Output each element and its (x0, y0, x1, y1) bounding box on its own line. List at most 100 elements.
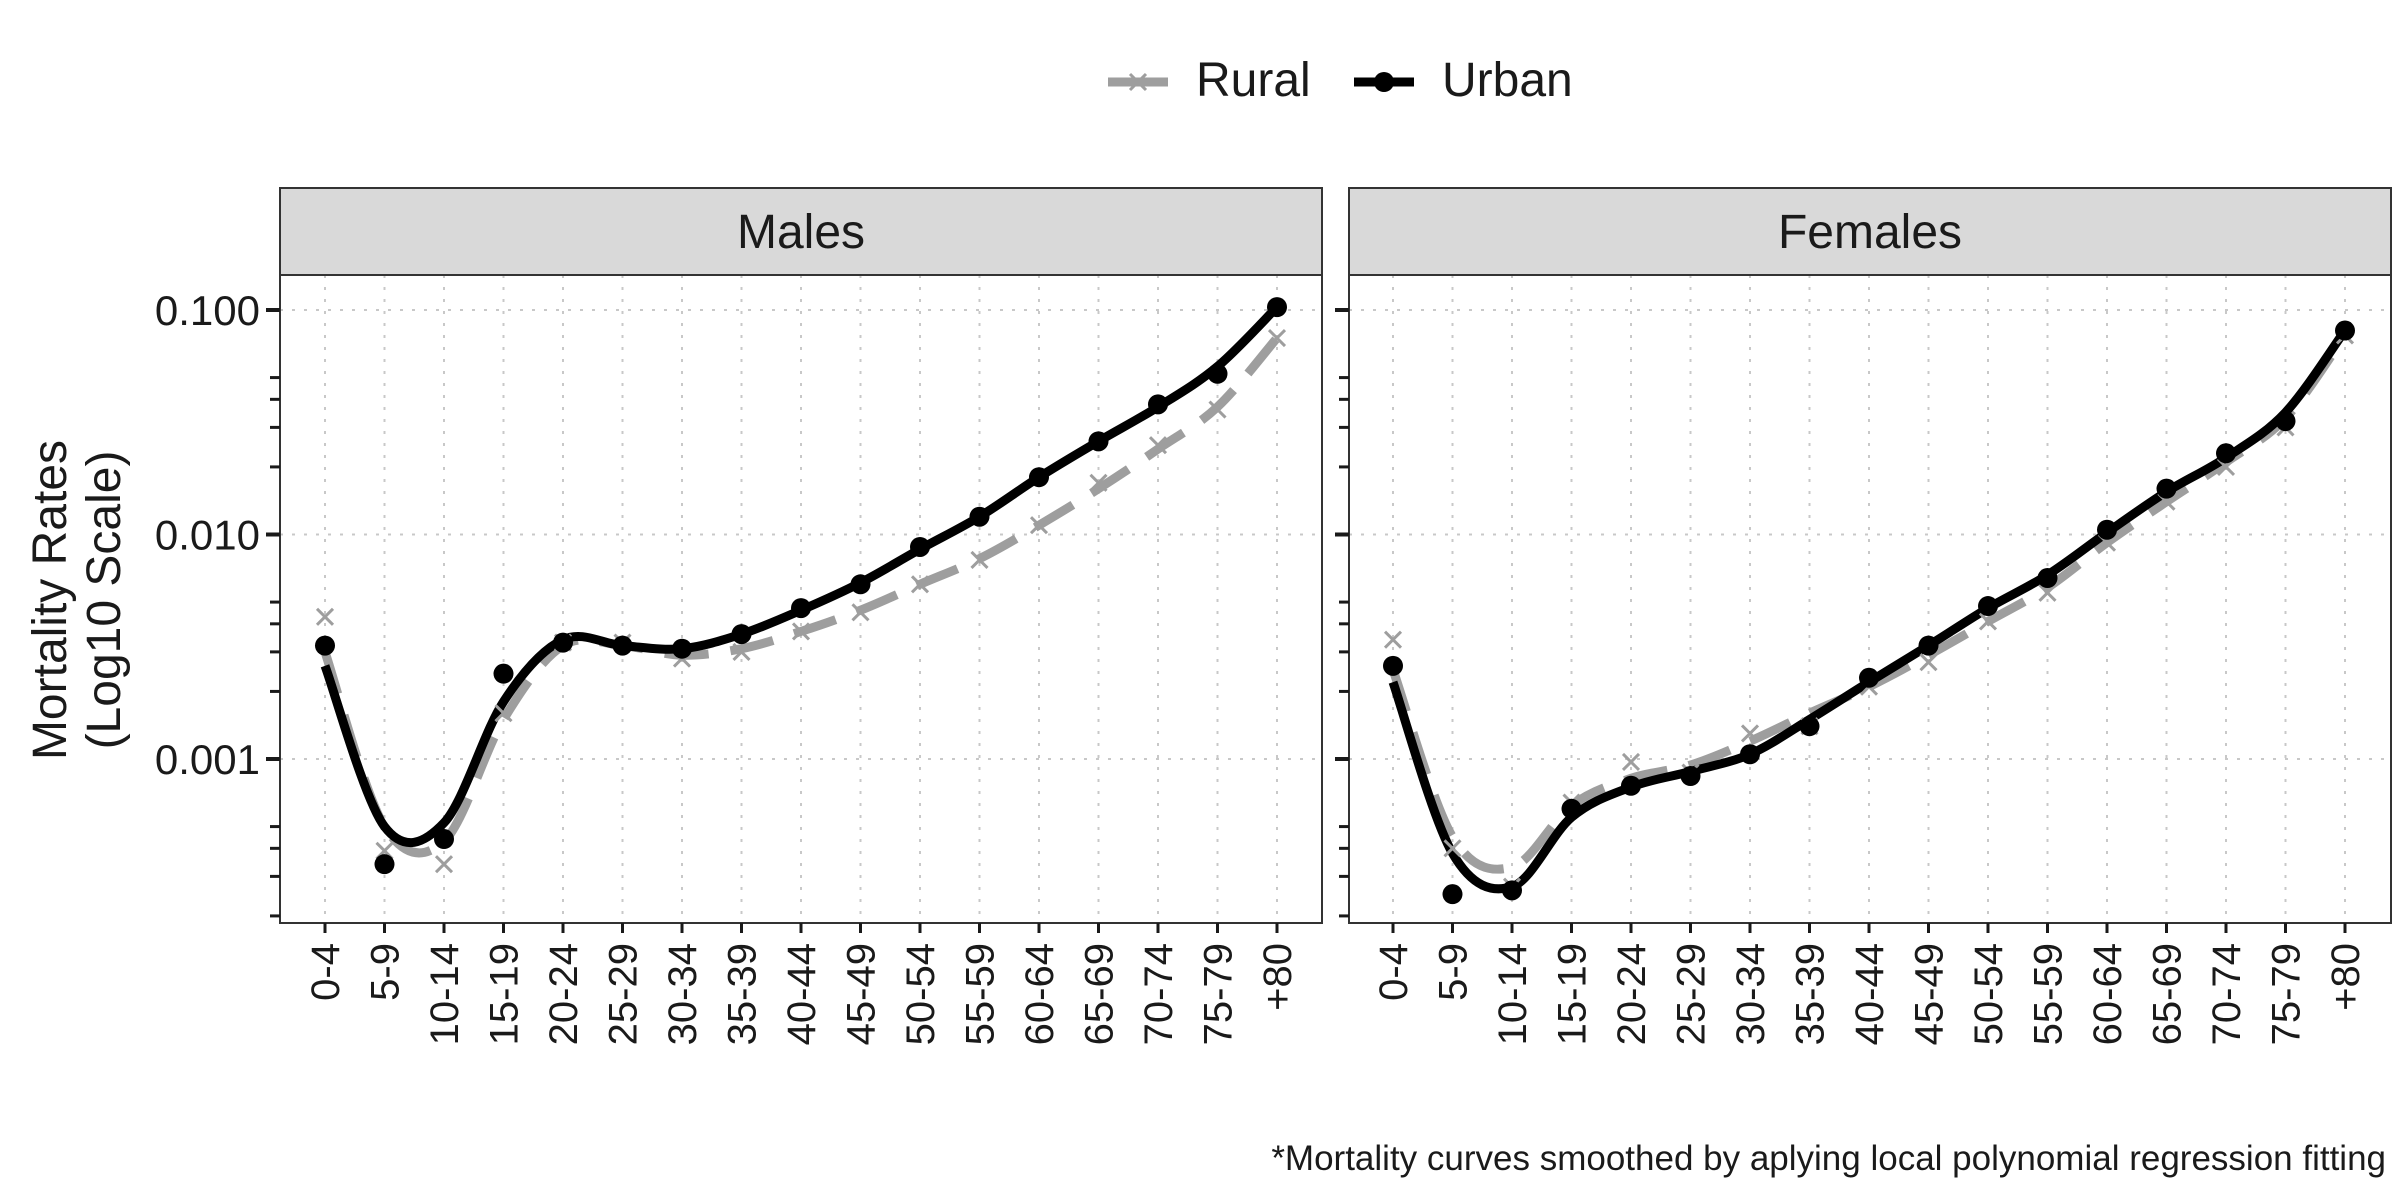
males-rural-point (434, 855, 454, 874)
legend-item-rural: Rural (1108, 54, 1311, 107)
legend-item-urban: Urban (1354, 54, 1573, 107)
females-x-tick-label: +80 (2324, 943, 2368, 1011)
females-rural-point (2038, 583, 2057, 602)
females-rural-line (1388, 332, 2349, 874)
caption: *Mortality curves smoothed by aplying lo… (1271, 1139, 2386, 1178)
females-urban-point (1561, 798, 1582, 819)
males-rural-point (494, 704, 513, 723)
males-rural-point (791, 622, 811, 641)
males-urban-point (1148, 394, 1168, 415)
females-urban-point (2275, 411, 2296, 432)
females-x-tick-label: 70-74 (2205, 943, 2249, 1045)
females-urban-point (1383, 655, 1403, 676)
females-x-tick-label: 60-64 (2086, 943, 2130, 1045)
females-urban-point (2037, 568, 2058, 589)
females-rural-point (1621, 752, 1641, 772)
females-x-tick-label: 35-39 (1789, 943, 1833, 1045)
panel-males: Males 0.001 0.010 0.100 0-4 5-9 10-14 15-19 20-2… (155, 187, 1323, 1045)
females-urban-point (1978, 596, 1998, 617)
females-urban-point (1621, 775, 1641, 796)
males-rural-point (1029, 516, 1049, 535)
males-rural-point (1208, 400, 1227, 419)
females-x-tick-label: 45-49 (1908, 943, 1952, 1045)
females-x-axis: 0-4 5-9 10-14 15-19 20-24 25-29 30-34 35-39 40-4… (1372, 923, 2368, 1045)
legend-urban-label: Urban (1442, 54, 1573, 107)
females-urban-point (1442, 884, 1463, 905)
legend-urban-dot-icon (1374, 72, 1394, 92)
females-urban-point (1799, 716, 1820, 737)
females-x-tick-label: 30-34 (1729, 943, 1773, 1045)
males-urban-point (1267, 297, 1287, 318)
y-tick-label: 0.001 (155, 736, 260, 783)
males-urban-point (731, 624, 752, 645)
males-x-tick-label: 25-29 (602, 943, 646, 1045)
males-urban-point (850, 574, 871, 595)
males-x-tick-label: 35-39 (721, 943, 765, 1045)
males-rural-point (851, 603, 870, 622)
males-rural-point (1267, 328, 1287, 348)
females-x-tick-label: 75-79 (2265, 943, 2309, 1045)
females-x-tick-label: 0-4 (1372, 943, 1416, 1001)
y-tick-label: 0.010 (155, 512, 260, 559)
females-y-axis (1335, 308, 1349, 918)
males-x-tick-label: 65-69 (1078, 943, 1122, 1045)
legend-rural-label: Rural (1196, 54, 1311, 107)
females-urban-point (1502, 880, 1522, 901)
males-x-tick-label: 5-9 (364, 943, 408, 1001)
males-x-axis: 0-4 5-9 10-14 15-19 20-24 25-29 30-34 35-39 40-4… (304, 923, 1300, 1045)
y-axis-title-line2: (Log10 Scale) (78, 451, 131, 750)
females-rural-point (1383, 630, 1403, 649)
females-x-tick-label: 10-14 (1491, 943, 1535, 1045)
females-x-tick-label: 65-69 (2146, 943, 2190, 1045)
males-urban-point (612, 635, 633, 656)
males-urban-point (1029, 467, 1049, 488)
legend-rural-cross-icon (1128, 72, 1148, 92)
males-urban-point (434, 829, 454, 850)
males-rural-point (1089, 473, 1108, 492)
males-urban-point (910, 536, 930, 557)
males-urban-line (320, 303, 1281, 848)
males-x-tick-label: 45-49 (840, 943, 884, 1045)
females-x-tick-label: 15-19 (1551, 943, 1595, 1045)
males-rural-point (1148, 436, 1168, 455)
males-x-tick-label: 30-34 (661, 943, 705, 1045)
y-axis-title: Mortality Rates (Log10 Scale) (24, 440, 131, 760)
y-axis-title-line1: Mortality Rates (24, 440, 77, 760)
males-rural-point (732, 642, 751, 661)
legend: Rural Urban (1108, 54, 1573, 107)
females-urban-point (1918, 635, 1939, 656)
females-x-tick-label: 20-24 (1610, 943, 1654, 1045)
males-x-tick-label: 20-24 (542, 943, 586, 1045)
females-panel-title: Females (1778, 206, 1962, 259)
males-urban-point (969, 506, 990, 527)
males-urban-point (493, 663, 514, 684)
females-urban-point (2097, 519, 2117, 540)
females-strip (1348, 187, 2392, 276)
males-strip (279, 187, 1323, 276)
males-x-tick-label: 15-19 (483, 943, 527, 1045)
females-urban-point (2156, 478, 2177, 499)
males-panel-title: Males (737, 206, 865, 259)
males-x-tick-label: 55-59 (959, 943, 1003, 1045)
males-x-tick-label: 0-4 (304, 943, 348, 1001)
males-urban-point (791, 598, 811, 619)
females-urban-point (2216, 443, 2236, 464)
males-rural-point (315, 607, 335, 626)
males-x-tick-label: 40-44 (780, 943, 824, 1045)
males-x-tick-label: +80 (1256, 943, 1300, 1011)
panel-females: Females 0-4 5-9 10-14 15-19 20-24 25-29 30-34 35… (1335, 187, 2392, 1045)
females-urban-point (1859, 667, 1879, 688)
females-x-tick-label: 40-44 (1848, 943, 1892, 1045)
males-urban-point (1088, 431, 1109, 452)
males-y-axis: 0.001 0.010 0.100 (155, 287, 280, 918)
females-rural-point (1978, 612, 1998, 631)
males-rural-point (970, 550, 989, 570)
females-rural-point (1740, 724, 1760, 743)
females-x-tick-label: 55-59 (2027, 943, 2071, 1045)
females-x-tick-label: 5-9 (1432, 943, 1476, 1001)
females-rural-point (1443, 839, 1462, 858)
males-x-tick-label: 70-74 (1137, 943, 1181, 1045)
males-x-tick-label: 60-64 (1018, 943, 1062, 1045)
females-x-tick-label: 25-29 (1670, 943, 1714, 1045)
